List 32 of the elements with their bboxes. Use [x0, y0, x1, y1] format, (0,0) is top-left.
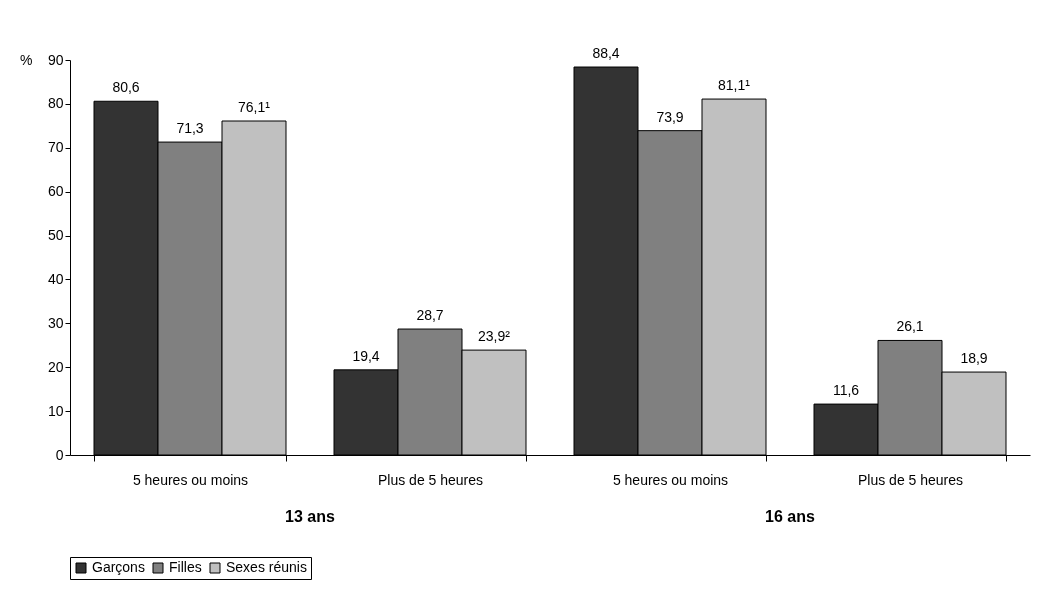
legend-label: Filles [169, 559, 202, 575]
y-tick-label: 90 [47, 51, 64, 68]
x-tick-label: Plus de 5 heures [377, 471, 484, 488]
y-tick-label: 70 [47, 139, 64, 156]
data-label: 76,1¹ [238, 99, 271, 116]
text: 13 ans [285, 508, 336, 525]
x-tick-label: 5 heures ou moins [612, 471, 729, 488]
legend-label: Garçons [92, 559, 145, 575]
y-tick-label: 20 [47, 358, 64, 375]
x-tick-label: Plus de 5 heures [857, 471, 964, 488]
text: 16 ans [765, 508, 816, 525]
x-tick-label: 5 heures ou moins [132, 471, 249, 488]
data-label: 19,4 [352, 347, 380, 364]
y-axis-title: % [20, 51, 33, 68]
data-label: 23,9² [478, 328, 511, 345]
y-tick-label: 10 [47, 402, 64, 419]
y-tick-label: 0 [55, 446, 64, 463]
data-label: 18,9 [960, 350, 988, 367]
data-label: 81,1¹ [718, 77, 751, 94]
data-label: 80,6 [112, 79, 140, 96]
data-label: 88,4 [592, 45, 620, 62]
data-label: 11,6 [832, 382, 860, 399]
y-tick-label: 80 [47, 95, 64, 112]
y-tick-label: 60 [47, 183, 64, 200]
y-tick-label: 30 [47, 314, 64, 331]
data-label: 73,9 [656, 108, 684, 125]
data-label: 71,3 [176, 120, 204, 137]
data-label: 28,7 [416, 307, 444, 324]
legend-label: Sexes réunis [226, 559, 307, 575]
y-tick-label: 40 [47, 270, 64, 287]
data-label: 26,1 [896, 318, 924, 335]
y-tick-label: 50 [47, 227, 64, 244]
